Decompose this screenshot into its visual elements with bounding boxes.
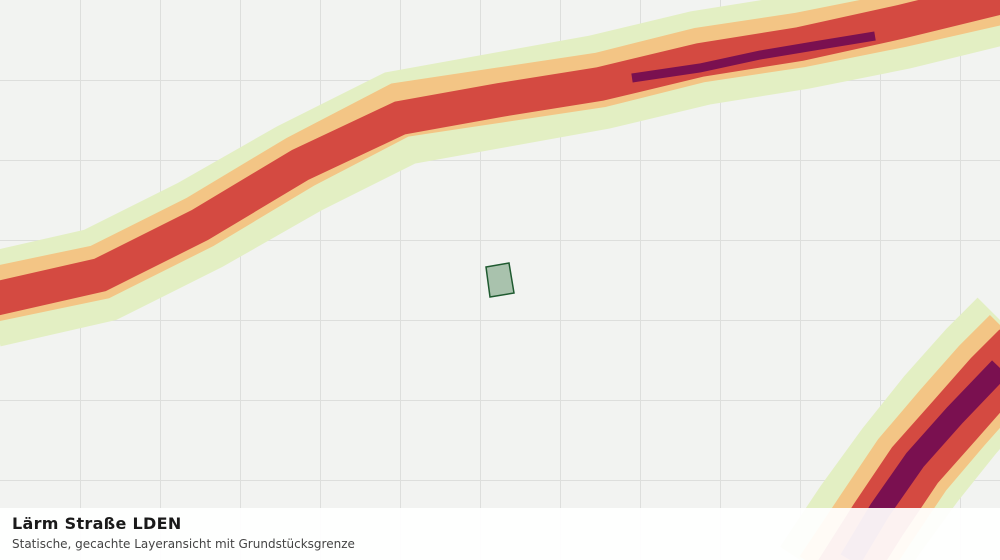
noise-zone-high — [0, 0, 1000, 316]
noise-band-north — [0, 0, 1000, 347]
caption-panel: Lärm Straße LDEN Statische, gecachte Lay… — [0, 508, 1000, 560]
caption-subtitle: Statische, gecachte Layeransicht mit Gru… — [12, 537, 355, 551]
caption-title: Lärm Straße LDEN — [12, 514, 182, 533]
noise-zone-very-high — [631, 31, 876, 83]
parcel-boundary — [485, 262, 515, 298]
